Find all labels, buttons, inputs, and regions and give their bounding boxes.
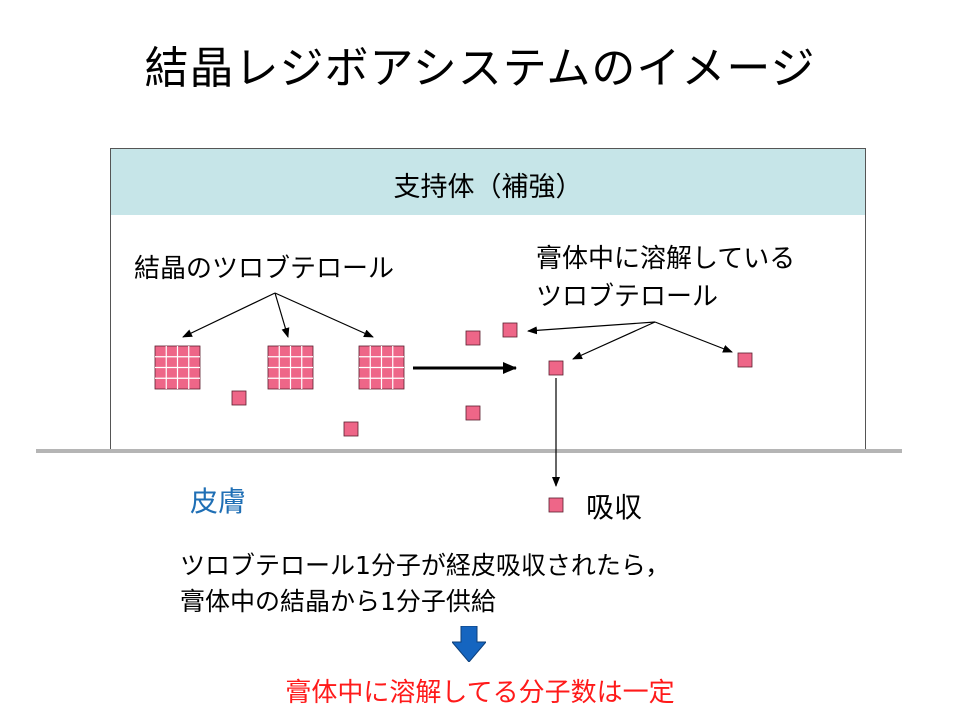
down-arrow-icon <box>452 626 486 662</box>
slide-title: 結晶レジボアシステムのイメージ <box>144 43 816 94</box>
description-line-2: 膏体中の結晶から1分子供給 <box>180 587 496 616</box>
dissolved-label: 膏体中に溶解している ツロブテロール <box>536 240 795 316</box>
conclusion-text: 膏体中に溶解してる分子数は一定 <box>285 678 675 708</box>
support-label: 支持体（補強） <box>393 172 583 203</box>
skin-label: 皮膚 <box>190 485 247 518</box>
skin-surface-line <box>36 449 902 453</box>
absorbed-molecule-icon <box>548 497 564 513</box>
crystal-label: 結晶のツロブテロール <box>134 254 395 284</box>
support-layer <box>110 148 866 216</box>
dissolved-label-line-2: ツロブテロール <box>536 282 719 312</box>
absorption-label: 吸収 <box>586 491 643 524</box>
dissolved-label-line-1: 膏体中に溶解している <box>536 244 796 274</box>
description-text: ツロブテロール1分子が経皮吸収されたら， 膏体中の結晶から1分子供給 <box>180 548 670 620</box>
description-line-1: ツロブテロール1分子が経皮吸収されたら， <box>180 551 671 580</box>
